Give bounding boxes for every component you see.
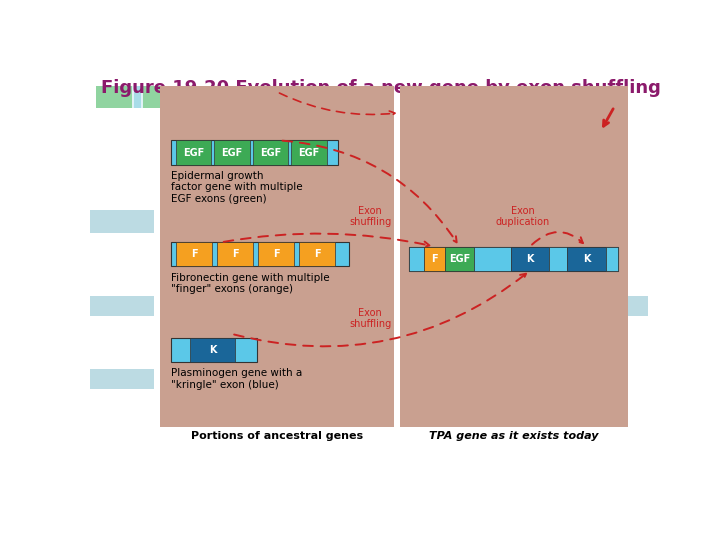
Text: Plasminogen gene with a
"kringle" exon (blue): Plasminogen gene with a "kringle" exon (… [171,368,302,390]
Text: F: F [314,249,320,259]
Text: F: F [273,249,279,259]
FancyBboxPatch shape [228,85,236,109]
FancyBboxPatch shape [528,85,559,109]
FancyBboxPatch shape [190,338,235,362]
Text: Exon
duplication: Exon duplication [495,206,549,227]
Text: F: F [232,249,238,259]
FancyBboxPatch shape [549,246,567,271]
FancyBboxPatch shape [96,85,277,109]
FancyBboxPatch shape [567,246,606,271]
FancyBboxPatch shape [629,296,648,316]
Text: Figure 19.20 Evolution of a new gene by exon shuffling: Figure 19.20 Evolution of a new gene by … [101,79,661,97]
FancyBboxPatch shape [90,369,154,389]
Text: K: K [526,254,534,264]
Text: Epidermal growth
factor gene with multiple
EGF exons (green): Epidermal growth factor gene with multip… [171,171,302,204]
Text: TPA gene as it exists today: TPA gene as it exists today [429,431,599,441]
FancyBboxPatch shape [190,85,227,109]
FancyBboxPatch shape [90,210,154,233]
FancyBboxPatch shape [238,85,274,109]
Text: EGF: EGF [260,147,281,158]
FancyBboxPatch shape [300,242,336,266]
FancyBboxPatch shape [90,296,154,316]
FancyBboxPatch shape [215,140,250,165]
FancyBboxPatch shape [133,85,141,109]
Text: F: F [191,249,197,259]
FancyBboxPatch shape [409,246,424,271]
Text: EGF: EGF [298,147,320,158]
FancyBboxPatch shape [258,242,294,266]
Text: EGF: EGF [183,147,204,158]
Text: Exon
shuffling: Exon shuffling [349,308,391,329]
Text: Fibronectin gene with multiple
"finger" exons (orange): Fibronectin gene with multiple "finger" … [171,273,330,294]
Text: K: K [209,345,216,355]
FancyBboxPatch shape [176,242,212,266]
FancyBboxPatch shape [217,242,253,266]
Text: Exon
shuffling: Exon shuffling [349,206,391,227]
Text: Portions of ancestral genes: Portions of ancestral genes [191,431,363,441]
Text: F: F [431,254,438,264]
FancyBboxPatch shape [424,246,445,271]
FancyBboxPatch shape [176,140,211,165]
FancyBboxPatch shape [160,85,394,427]
FancyBboxPatch shape [445,246,474,271]
FancyBboxPatch shape [474,246,510,271]
FancyBboxPatch shape [409,246,618,271]
FancyBboxPatch shape [143,85,179,109]
FancyBboxPatch shape [253,140,288,165]
FancyBboxPatch shape [96,85,132,109]
FancyBboxPatch shape [181,85,189,109]
FancyBboxPatch shape [171,338,258,362]
Text: K: K [582,254,590,264]
FancyBboxPatch shape [510,246,549,271]
FancyBboxPatch shape [606,246,618,271]
FancyBboxPatch shape [171,140,338,165]
FancyBboxPatch shape [400,85,629,427]
Text: EGF: EGF [449,254,470,264]
FancyBboxPatch shape [292,140,327,165]
FancyBboxPatch shape [492,85,523,109]
FancyBboxPatch shape [171,242,349,266]
Text: EGF: EGF [221,147,243,158]
